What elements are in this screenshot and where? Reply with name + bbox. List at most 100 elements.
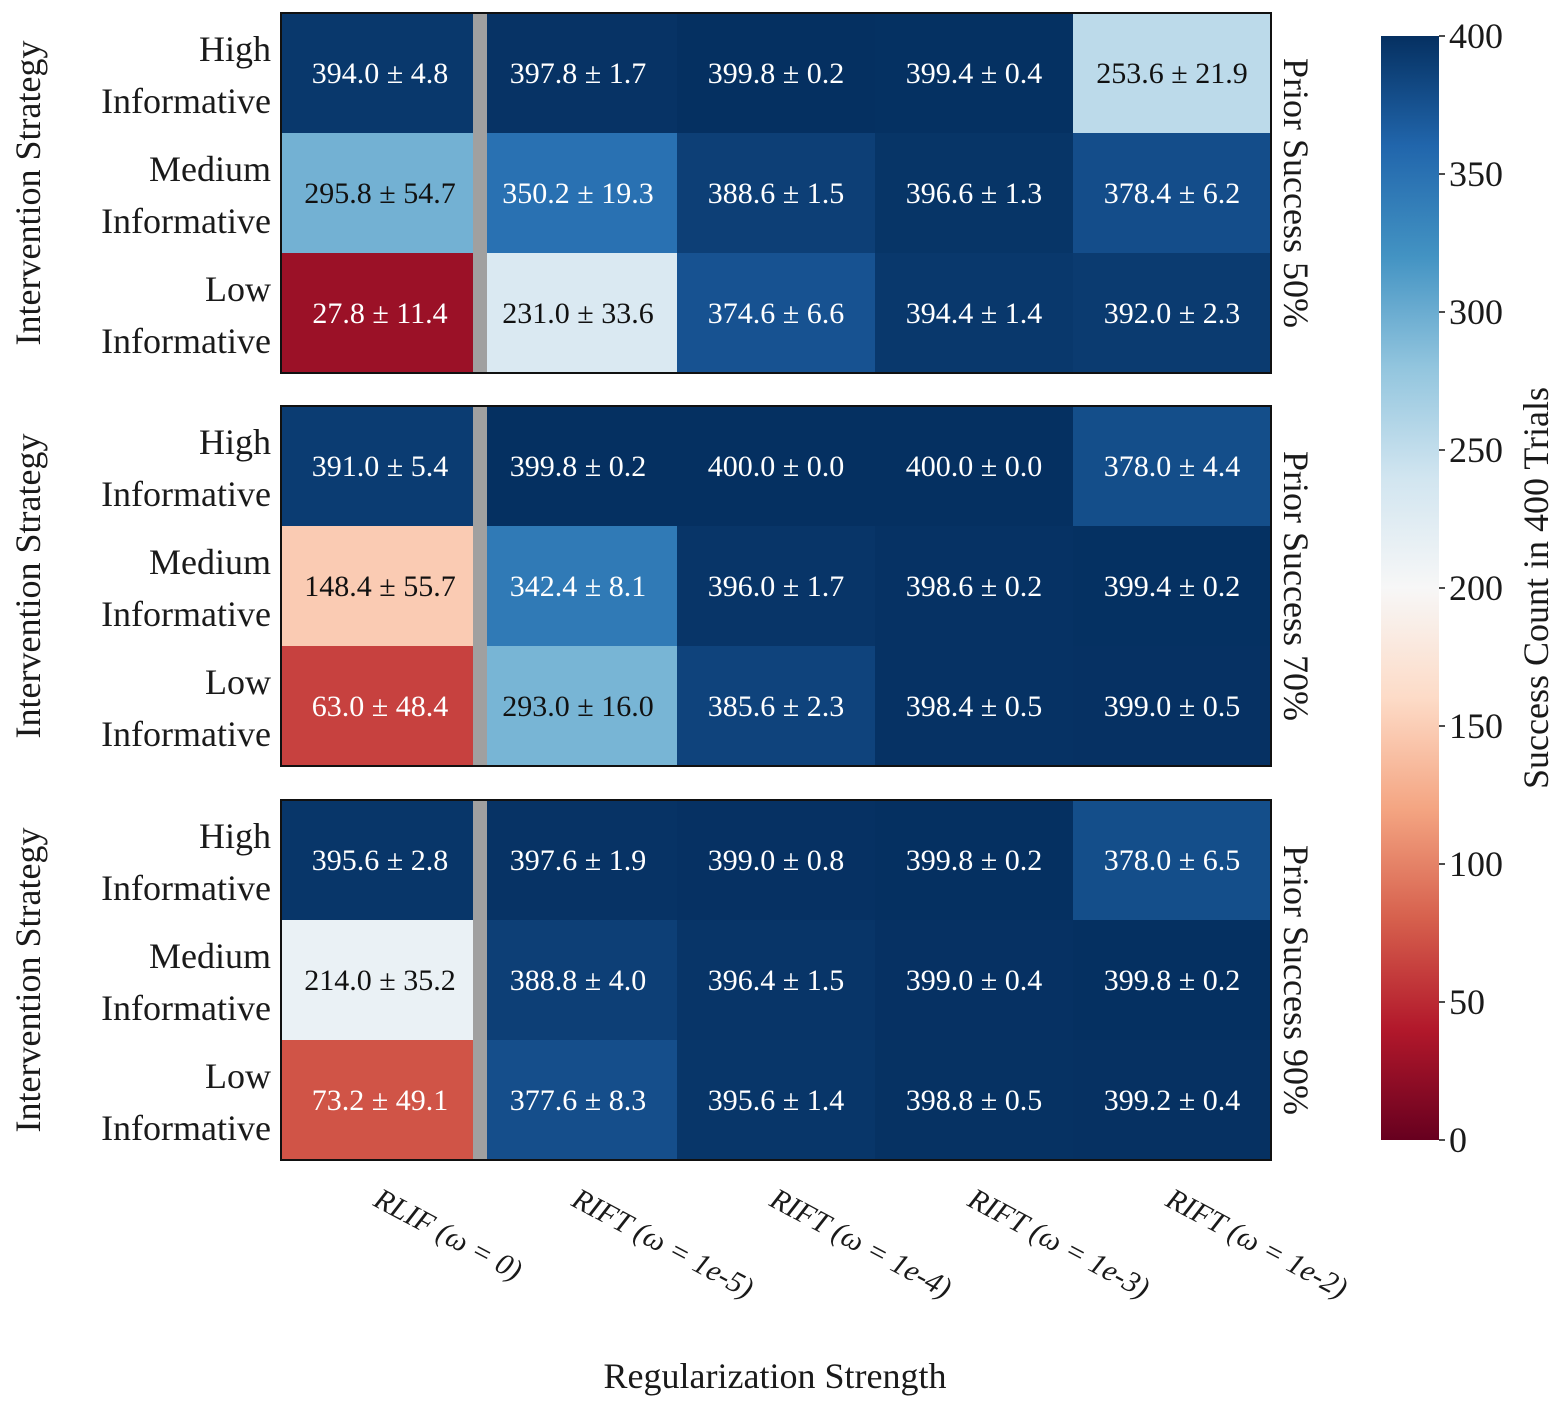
panel-border bbox=[280, 12, 1272, 374]
cell-value-label: 395.6 ± 1.4 bbox=[708, 1084, 844, 1117]
colorbar-tick-label: 100 bbox=[1449, 844, 1503, 884]
row-label: Informative bbox=[101, 81, 271, 121]
heatmap-cell bbox=[479, 253, 678, 374]
panel-border bbox=[280, 799, 1272, 1161]
cell-value-label: 231.0 ± 33.6 bbox=[502, 297, 653, 330]
cell-value-label: 385.6 ± 2.3 bbox=[708, 690, 844, 723]
x-tick-label: RIFT (ω = 1e-3) bbox=[962, 1182, 1155, 1306]
heatmap-cell bbox=[875, 133, 1074, 254]
heatmap-cell bbox=[281, 646, 480, 767]
cell-value-label: 399.8 ± 0.2 bbox=[708, 57, 844, 90]
cell-value-label: 377.6 ± 8.3 bbox=[510, 1084, 646, 1117]
cell-value-label: 253.6 ± 21.9 bbox=[1096, 57, 1247, 90]
cell-value-label: 396.6 ± 1.3 bbox=[906, 177, 1042, 210]
heatmap-cell bbox=[479, 646, 678, 767]
cell-value-label: 397.8 ± 1.7 bbox=[510, 57, 646, 90]
cell-value-label: 396.4 ± 1.5 bbox=[708, 964, 844, 997]
heatmap-cell bbox=[479, 406, 678, 527]
panel-1: 394.0 ± 4.8 397.8 ± 1.7 399.8 ± 0.2 399.4 ±… bbox=[8, 12, 1316, 374]
x-tick-label: RIFT (ω = 1e-4) bbox=[764, 1182, 957, 1306]
baseline-separator bbox=[473, 800, 487, 1160]
heatmap-cell bbox=[1073, 253, 1272, 374]
colorbar-tick-label: 400 bbox=[1449, 16, 1503, 56]
panel-2: 391.0 ± 5.4 399.8 ± 0.2 400.0 ± 0.0 400.0 ±… bbox=[8, 405, 1316, 767]
heatmap-cell bbox=[677, 526, 876, 647]
heatmap-cell bbox=[1073, 646, 1272, 767]
heatmap-cell bbox=[281, 920, 480, 1041]
row-label: Informative bbox=[101, 321, 271, 361]
colorbar-gradient bbox=[1381, 36, 1439, 1140]
cell-value-label: 399.8 ± 0.2 bbox=[1104, 964, 1240, 997]
heatmap-cell bbox=[1073, 1040, 1272, 1161]
heatmap-cell bbox=[1073, 800, 1272, 921]
cell-value-label: 399.0 ± 0.4 bbox=[906, 964, 1042, 997]
cell-value-label: 394.4 ± 1.4 bbox=[906, 297, 1042, 330]
cell-value-label: 398.8 ± 0.5 bbox=[906, 1084, 1042, 1117]
colorbar-tick-label: 200 bbox=[1449, 568, 1503, 608]
row-label: High bbox=[199, 816, 271, 856]
x-tick-label: RIFT (ω = 1e-2) bbox=[1160, 1182, 1353, 1306]
heatmap-cell bbox=[1073, 406, 1272, 527]
colorbar-tick-label: 350 bbox=[1449, 154, 1503, 194]
y-axis-label: Intervention Strategy bbox=[8, 41, 48, 346]
cell-value-label: 400.0 ± 0.0 bbox=[906, 450, 1042, 483]
panel-border bbox=[280, 405, 1272, 767]
cell-value-label: 400.0 ± 0.0 bbox=[708, 450, 844, 483]
heatmap-cell bbox=[677, 406, 876, 527]
colorbar-tick-label: 250 bbox=[1449, 430, 1503, 470]
cell-value-label: 392.0 ± 2.3 bbox=[1104, 297, 1240, 330]
row-label: Informative bbox=[101, 201, 271, 241]
colorbar-label: Success Count in 400 Trials bbox=[1516, 387, 1556, 789]
cell-value-label: 399.0 ± 0.8 bbox=[708, 844, 844, 877]
baseline-separator bbox=[473, 406, 487, 766]
cell-value-label: 214.0 ± 35.2 bbox=[304, 964, 455, 997]
y-axis-label: Intervention Strategy bbox=[8, 434, 48, 739]
cell-value-label: 293.0 ± 16.0 bbox=[502, 690, 653, 723]
cell-value-label: 350.2 ± 19.3 bbox=[502, 177, 653, 210]
cell-value-label: 63.0 ± 48.4 bbox=[312, 690, 448, 723]
heatmap-cell bbox=[1073, 13, 1272, 134]
heatmap-cell bbox=[281, 253, 480, 374]
cell-value-label: 378.0 ± 4.4 bbox=[1104, 450, 1240, 483]
row-label: Low bbox=[205, 662, 271, 702]
row-label: Low bbox=[205, 269, 271, 309]
baseline-separator bbox=[473, 13, 487, 373]
heatmap-cell bbox=[281, 133, 480, 254]
heatmap-cell bbox=[479, 526, 678, 647]
row-label: Informative bbox=[101, 988, 271, 1028]
cell-value-label: 378.4 ± 6.2 bbox=[1104, 177, 1240, 210]
heatmap-cell bbox=[281, 406, 480, 527]
heatmap-cell bbox=[875, 1040, 1074, 1161]
cell-value-label: 295.8 ± 54.7 bbox=[304, 177, 455, 210]
cell-value-label: 399.2 ± 0.4 bbox=[1104, 1084, 1240, 1117]
cell-value-label: 342.4 ± 8.1 bbox=[510, 570, 646, 603]
cell-value-label: 398.4 ± 0.5 bbox=[906, 690, 1042, 723]
x-tick-label: RIFT (ω = 1e-5) bbox=[566, 1182, 759, 1306]
cell-value-label: 399.8 ± 0.2 bbox=[510, 450, 646, 483]
heatmap-cell bbox=[1073, 920, 1272, 1041]
heatmap-cell bbox=[875, 920, 1074, 1041]
cell-value-label: 395.6 ± 2.8 bbox=[312, 844, 448, 877]
row-label: Medium bbox=[149, 542, 271, 582]
colorbar: 0 50 100 150 200 250 300 350 400 Success Count i… bbox=[1381, 16, 1556, 1160]
cell-value-label: 397.6 ± 1.9 bbox=[510, 844, 646, 877]
row-label: Informative bbox=[101, 1108, 271, 1148]
row-label: High bbox=[199, 422, 271, 462]
row-label: Informative bbox=[101, 714, 271, 754]
heatmap-cell bbox=[479, 920, 678, 1041]
cell-value-label: 73.2 ± 49.1 bbox=[312, 1084, 448, 1117]
x-tick-label: RLIF (ω = 0) bbox=[368, 1182, 528, 1288]
cell-value-label: 399.4 ± 0.2 bbox=[1104, 570, 1240, 603]
cell-value-label: 27.8 ± 11.4 bbox=[312, 297, 447, 330]
row-label: Medium bbox=[149, 936, 271, 976]
panel-3: 395.6 ± 2.8 397.6 ± 1.9 399.0 ± 0.8 399.8 ±… bbox=[8, 799, 1316, 1161]
heatmap-cell bbox=[677, 13, 876, 134]
heatmap-cell bbox=[875, 526, 1074, 647]
cell-value-label: 391.0 ± 5.4 bbox=[312, 450, 448, 483]
cell-value-label: 148.4 ± 55.7 bbox=[304, 570, 455, 603]
heatmap-panels: 394.0 ± 4.8 397.8 ± 1.7 399.8 ± 0.2 399.4 ±… bbox=[8, 12, 1316, 1161]
heatmap-cell bbox=[677, 646, 876, 767]
row-label: High bbox=[199, 29, 271, 69]
cell-value-label: 394.0 ± 4.8 bbox=[312, 57, 448, 90]
